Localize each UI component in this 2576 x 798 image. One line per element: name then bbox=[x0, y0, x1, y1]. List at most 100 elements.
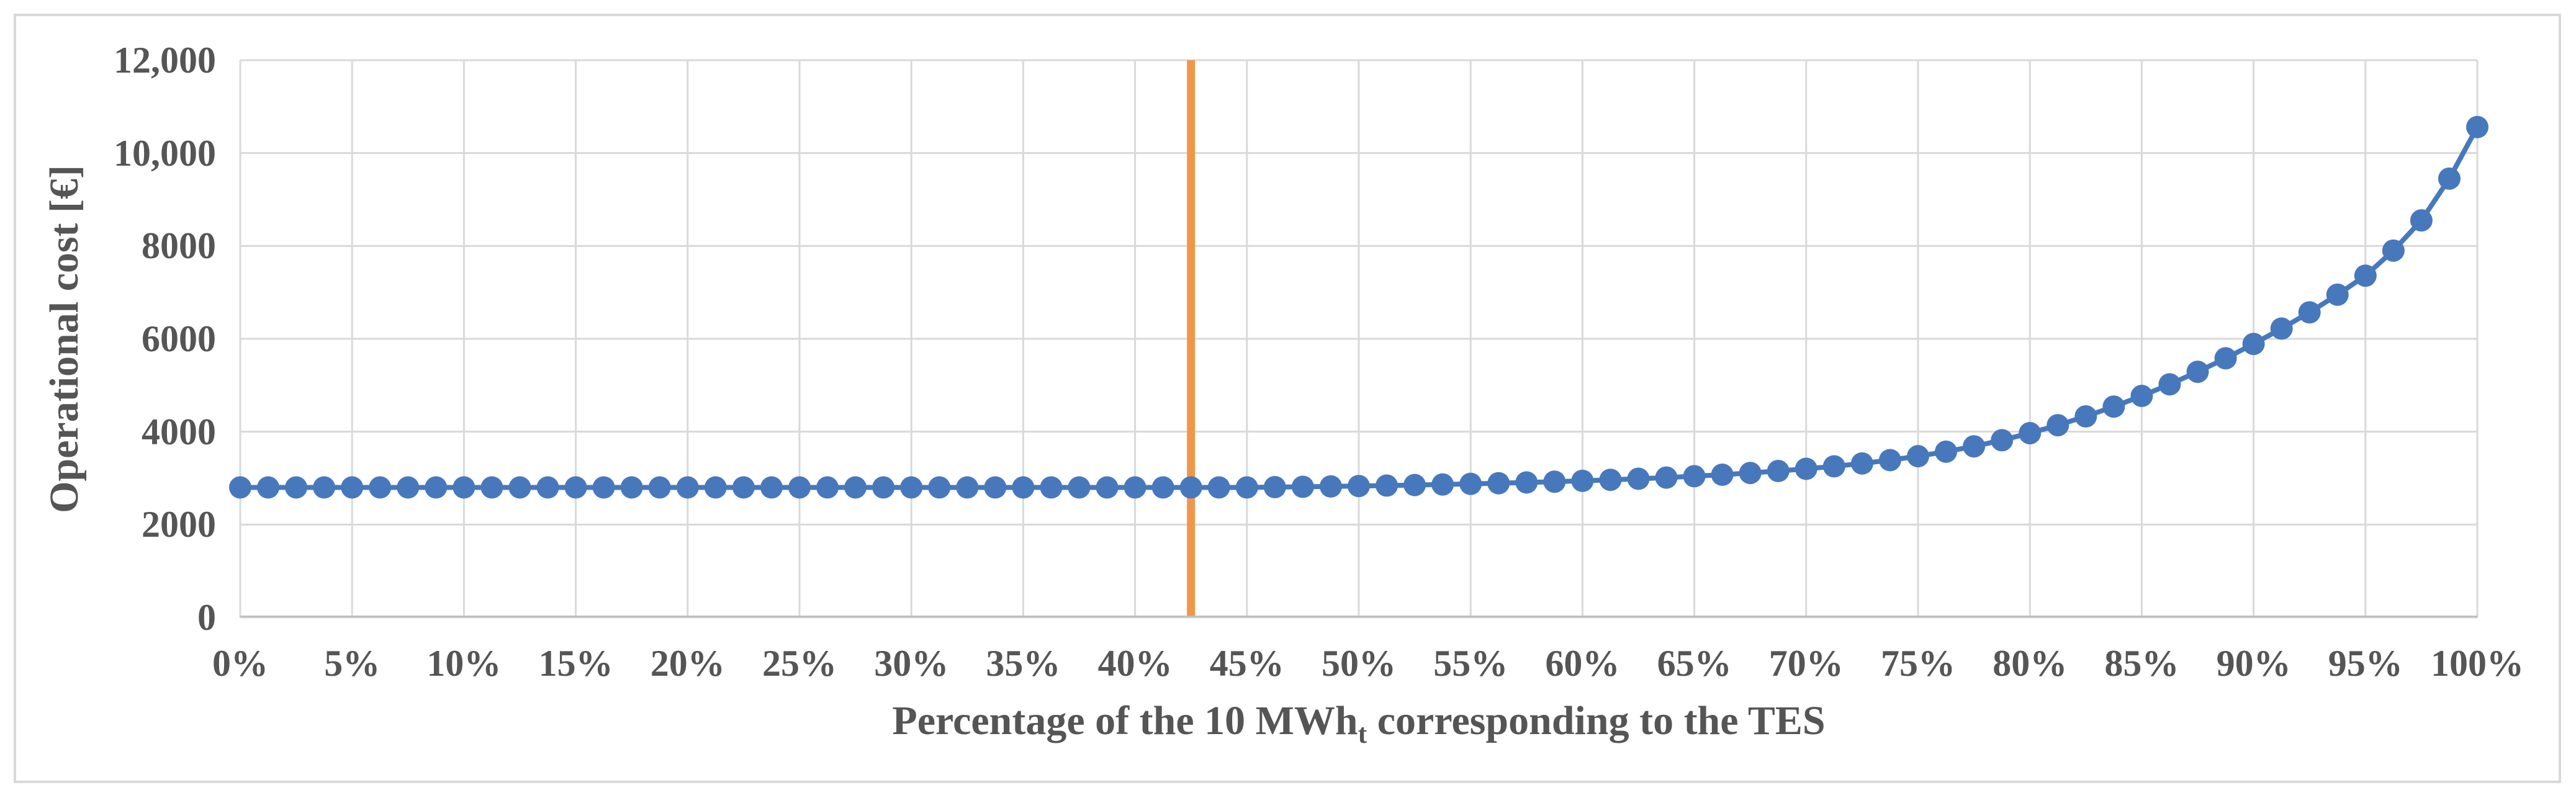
data-point-marker bbox=[2130, 385, 2153, 408]
data-point-marker bbox=[844, 476, 867, 499]
data-point-marker bbox=[1263, 476, 1286, 499]
x-tick-label: 35% bbox=[986, 643, 1061, 684]
y-tick-label: 4000 bbox=[142, 411, 216, 452]
x-tick-label: 70% bbox=[1768, 643, 1844, 684]
y-tick-label: 10,000 bbox=[114, 132, 216, 174]
x-axis-title: Percentage of the 10 MWht corresponding … bbox=[240, 697, 2477, 751]
data-point-marker bbox=[508, 476, 531, 499]
data-point-marker bbox=[1179, 476, 1202, 499]
data-point-marker bbox=[1431, 473, 1454, 496]
x-axis-title-subscript: t bbox=[1358, 719, 1367, 749]
data-point-marker bbox=[2298, 301, 2321, 324]
data-point-marker bbox=[425, 476, 448, 499]
data-point-marker bbox=[1487, 472, 1510, 495]
data-point-marker bbox=[1124, 476, 1146, 499]
data-point-marker bbox=[2354, 264, 2377, 287]
x-tick-label: 5% bbox=[324, 643, 381, 684]
data-point-marker bbox=[872, 476, 895, 499]
data-point-marker bbox=[313, 476, 336, 499]
data-point-marker bbox=[257, 476, 280, 499]
data-point-marker bbox=[229, 476, 251, 499]
data-point-marker bbox=[397, 476, 420, 499]
data-point-marker bbox=[1515, 471, 1538, 494]
data-point-marker bbox=[2466, 115, 2488, 138]
data-point-marker bbox=[984, 476, 1007, 499]
x-tick-label: 0% bbox=[212, 643, 268, 684]
data-point-marker bbox=[2019, 422, 2042, 445]
data-point-marker bbox=[1068, 476, 1091, 499]
x-tick-label: 20% bbox=[650, 643, 725, 684]
data-point-marker bbox=[1739, 462, 1762, 485]
x-tick-label: 100% bbox=[2431, 643, 2524, 684]
data-point-marker bbox=[1571, 469, 1594, 492]
x-tick-label: 85% bbox=[2104, 643, 2179, 684]
x-tick-label: 15% bbox=[538, 643, 613, 684]
data-point-marker bbox=[2382, 239, 2405, 262]
data-point-marker bbox=[1599, 468, 1622, 491]
data-point-marker bbox=[900, 476, 923, 499]
y-tick-label: 8000 bbox=[142, 225, 216, 267]
data-point-marker bbox=[1235, 476, 1258, 499]
data-point-marker bbox=[1040, 476, 1063, 499]
data-point-marker bbox=[480, 476, 503, 499]
data-point-marker bbox=[816, 476, 839, 499]
x-tick-label: 80% bbox=[1993, 643, 2068, 684]
data-point-marker bbox=[1627, 467, 1650, 490]
x-axis-title-text-pre: Percentage of the 10 MWh bbox=[892, 698, 1358, 743]
data-point-marker bbox=[2242, 333, 2265, 356]
data-point-marker bbox=[453, 476, 475, 499]
y-tick-label: 6000 bbox=[142, 318, 216, 359]
data-point-marker bbox=[1795, 457, 1817, 480]
data-point-marker bbox=[1683, 465, 1706, 488]
data-point-marker bbox=[285, 476, 308, 499]
data-point-marker bbox=[1348, 475, 1370, 498]
data-point-marker bbox=[1822, 455, 1845, 478]
data-point-marker bbox=[1151, 476, 1174, 499]
data-point-marker bbox=[1767, 460, 1790, 483]
x-tick-label: 60% bbox=[1545, 643, 1620, 684]
data-point-marker bbox=[2158, 373, 2181, 396]
data-point-marker bbox=[2047, 414, 2069, 437]
data-point-marker bbox=[732, 476, 755, 499]
data-point-marker bbox=[592, 476, 615, 499]
data-point-marker bbox=[648, 476, 671, 499]
x-tick-label: 65% bbox=[1657, 643, 1732, 684]
data-point-marker bbox=[2102, 395, 2125, 418]
data-point-marker bbox=[1878, 449, 1901, 472]
data-point-marker bbox=[341, 476, 364, 499]
data-point-marker bbox=[1012, 476, 1035, 499]
data-point-marker bbox=[2186, 361, 2209, 383]
y-tick-label: 0 bbox=[197, 597, 216, 638]
data-point-marker bbox=[2326, 283, 2349, 306]
data-point-marker bbox=[2214, 347, 2237, 370]
y-tick-label: 2000 bbox=[142, 504, 216, 545]
x-tick-label: 50% bbox=[1322, 643, 1396, 684]
data-point-marker bbox=[369, 476, 392, 499]
data-point-marker bbox=[1850, 452, 1873, 475]
data-point-marker bbox=[1291, 475, 1314, 498]
x-tick-label: 30% bbox=[874, 643, 949, 684]
x-tick-label: 55% bbox=[1433, 643, 1508, 684]
data-point-marker bbox=[2270, 317, 2293, 340]
data-point-marker bbox=[1907, 445, 1929, 468]
x-axis-title-text-post: corresponding to the TES bbox=[1367, 698, 1826, 743]
data-point-marker bbox=[1376, 474, 1398, 497]
data-point-marker bbox=[760, 476, 783, 499]
x-tick-label: 10% bbox=[426, 643, 502, 684]
data-point-marker bbox=[2074, 405, 2097, 428]
data-point-marker bbox=[1207, 476, 1230, 499]
y-tick-label: 12,000 bbox=[114, 40, 216, 81]
data-point-marker bbox=[620, 476, 643, 499]
data-point-marker bbox=[1459, 472, 1482, 495]
data-point-marker bbox=[1711, 463, 1734, 486]
x-tick-label: 40% bbox=[1097, 643, 1173, 684]
x-tick-label: 75% bbox=[1881, 643, 1955, 684]
data-point-marker bbox=[704, 476, 727, 499]
x-tick-label: 25% bbox=[762, 643, 837, 684]
x-tick-label: 45% bbox=[1209, 643, 1284, 684]
x-tick-label: 95% bbox=[2328, 643, 2403, 684]
plot-area bbox=[229, 59, 2488, 619]
data-point-marker bbox=[1096, 476, 1119, 499]
data-point-marker bbox=[1935, 440, 1958, 463]
data-point-marker bbox=[2438, 167, 2461, 190]
